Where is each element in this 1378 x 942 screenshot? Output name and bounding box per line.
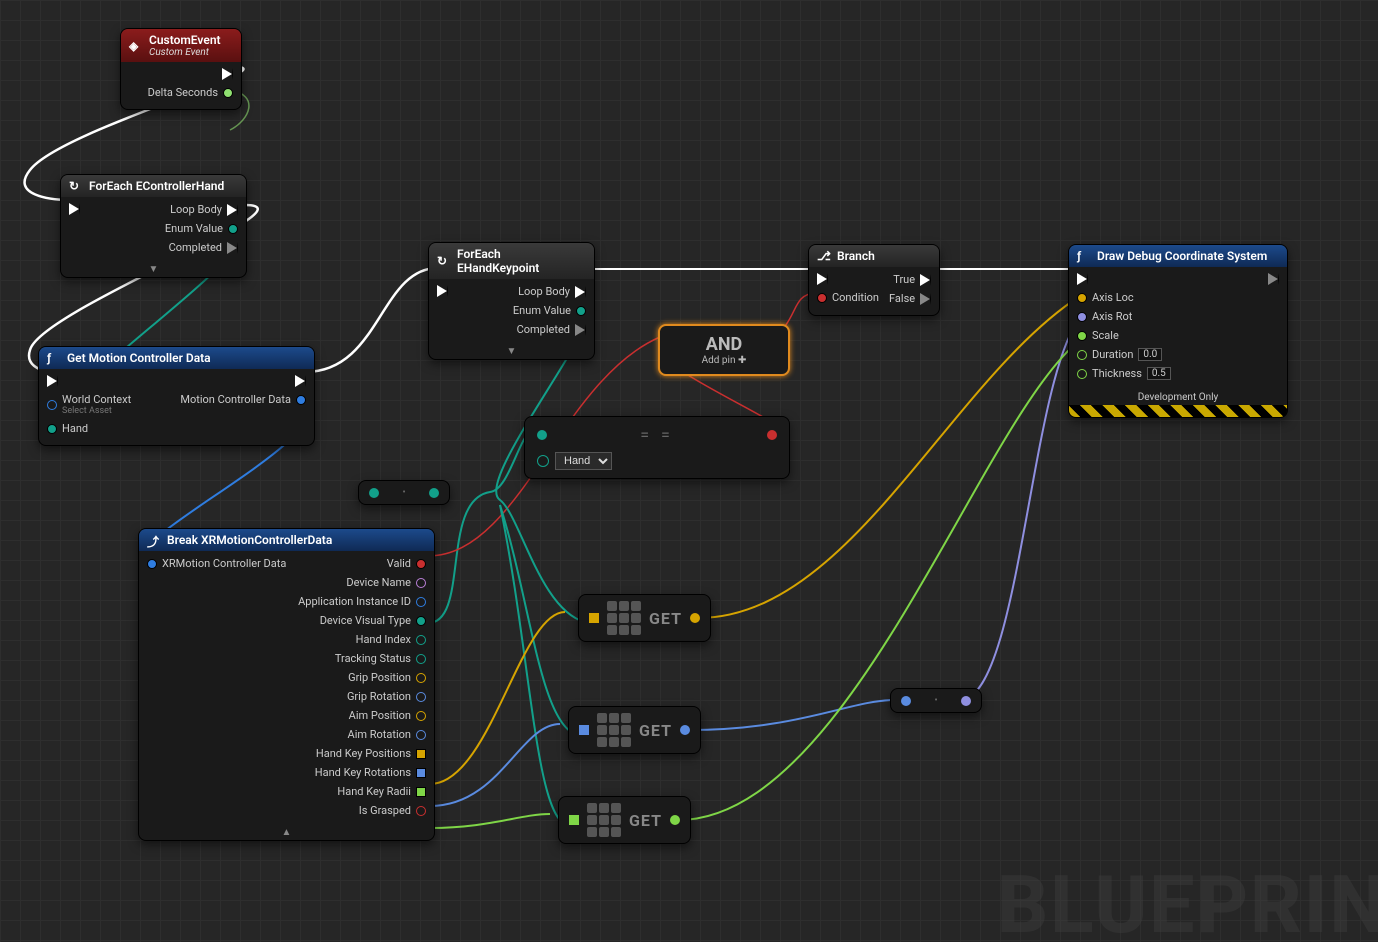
node-array-get-positions[interactable]: GET [578,594,711,642]
pin-aim-position[interactable]: Aim Position [349,709,426,722]
loop-icon: ↻ [69,179,83,193]
get-label: GET [639,721,672,740]
function-icon: ƒ [1077,249,1091,263]
node-title: Branch [837,249,875,263]
node-header: ↻ ForEach EControllerHand [61,175,246,197]
node-title: Get Motion Controller Data [67,351,211,365]
pin-true[interactable]: True [893,273,931,286]
pin-exec-out[interactable] [295,375,306,387]
get-label: GET [629,811,662,830]
pin-exec-out[interactable] [222,68,233,80]
pin-hand-key-rotations[interactable]: Hand Key Rotations [315,766,426,779]
pin-grip-rotation[interactable]: Grip Rotation [347,690,426,703]
function-icon: ƒ [47,351,61,365]
node-subtitle: Custom Event [149,47,221,58]
pin-false[interactable]: False [889,292,931,305]
node-title: CustomEvent [149,33,221,47]
pin-grip-position[interactable]: Grip Position [348,671,426,684]
pin-condition[interactable]: Condition [817,291,879,304]
node-title: Break XRMotionControllerData [167,533,332,547]
enum-dropdown[interactable]: Hand [555,452,612,470]
node-array-get-radii[interactable]: GET [558,796,691,844]
pin-motion-controller-data[interactable]: Motion Controller Data [180,393,306,406]
pin-struct-in[interactable]: XRMotion Controller Data [147,557,286,570]
break-icon: ⤴ [147,533,161,547]
expand-arrow[interactable]: ▼ [61,264,246,277]
node-header: ⎇ Branch [809,245,939,267]
expand-arrow[interactable]: ▼ [429,346,594,359]
pin-exec-out[interactable] [1268,273,1279,285]
branch-icon: ⎇ [817,249,831,263]
pin-device-visual-type[interactable]: Device Visual Type [320,614,426,627]
node-custom-event[interactable]: ◈ CustomEvent Custom Event Delta Seconds [120,28,242,110]
node-foreach-handkeypoint[interactable]: ↻ ForEach EHandKeypoint Loop Body Enum V… [428,242,595,360]
node-header: ◈ CustomEvent Custom Event [121,29,241,62]
node-header: ƒ Draw Debug Coordinate System [1069,245,1287,267]
pin-completed[interactable]: Completed [517,323,586,336]
reroute-node-1[interactable]: • [358,480,450,505]
pin-world-context[interactable]: World Context Select Asset [47,393,131,416]
expand-arrow[interactable]: ▲ [139,827,434,840]
pin-duration[interactable]: Duration0.0 [1077,348,1171,361]
pin-hand-index[interactable]: Hand Index [356,633,426,646]
pin-hand-key-radii[interactable]: Hand Key Radii [337,785,426,798]
loop-icon: ↻ [437,254,451,268]
node-get-motion-controller-data[interactable]: ƒ Get Motion Controller Data World Conte… [38,346,315,446]
pin-axis-loc[interactable]: Axis Loc [1077,291,1171,304]
pin-exec-in[interactable] [1077,273,1171,285]
node-draw-debug-coord[interactable]: ƒ Draw Debug Coordinate System Axis Loc … [1068,244,1288,418]
node-header: ƒ Get Motion Controller Data [39,347,314,369]
pin-app-instance-id[interactable]: Application Instance ID [298,595,426,608]
and-label: AND [706,334,743,355]
pin-thickness[interactable]: Thickness0.5 [1077,367,1171,380]
get-label: GET [649,609,682,628]
hazard-stripes [1069,405,1287,417]
node-title: ForEach EHandKeypoint [457,247,586,275]
pin-tracking-status[interactable]: Tracking Status [335,652,426,665]
pin-valid[interactable]: Valid [387,557,426,570]
node-header: ↻ ForEach EHandKeypoint [429,243,594,279]
pin-loop-body[interactable]: Loop Body [170,203,238,216]
node-equal-enum[interactable]: = = Hand [524,416,790,479]
node-title: Draw Debug Coordinate System [1097,249,1267,263]
pin-is-grasped[interactable]: Is Grasped [359,804,426,817]
node-header: ⤴ Break XRMotionControllerData [139,529,434,551]
pin-exec-in[interactable] [47,375,131,387]
pin-enum-value[interactable]: Enum Value [513,304,586,317]
pin-loop-body[interactable]: Loop Body [518,285,586,298]
blueprint-canvas[interactable]: BLUEPRIN ◈ CustomEvent Custom Event Delt… [0,0,1378,942]
pin-hand-key-positions[interactable]: Hand Key Positions [316,747,426,760]
node-branch[interactable]: ⎇ Branch Condition True False [808,244,940,316]
pin-exec-in[interactable] [437,285,448,297]
dev-only-label: Development Only [1069,390,1287,405]
pin-aim-rotation[interactable]: Aim Rotation [348,728,426,741]
add-pin[interactable]: Add pin ✚ [702,355,747,366]
node-title: ForEach EControllerHand [89,179,224,193]
pin-scale[interactable]: Scale [1077,329,1171,342]
pin-exec-in[interactable] [69,203,80,215]
node-array-get-rotations[interactable]: GET [568,706,701,754]
pin-exec-in[interactable] [817,273,879,285]
watermark: BLUEPRIN [997,858,1378,942]
pin-hand[interactable]: Hand [47,422,131,435]
node-and[interactable]: AND Add pin ✚ [658,324,790,376]
pin-device-name[interactable]: Device Name [346,576,426,589]
node-break-xrmcd[interactable]: ⤴ Break XRMotionControllerData XRMotion … [138,528,435,841]
pin-delta-seconds[interactable]: Delta Seconds [148,86,233,99]
pin-enum-value[interactable]: Enum Value [165,222,238,235]
pin-completed[interactable]: Completed [169,241,238,254]
node-foreach-controllerhand[interactable]: ↻ ForEach EControllerHand Loop Body Enum… [60,174,247,278]
pin-axis-rot[interactable]: Axis Rot [1077,310,1171,323]
reroute-node-2[interactable]: • [890,688,982,713]
event-icon: ◈ [129,39,143,53]
